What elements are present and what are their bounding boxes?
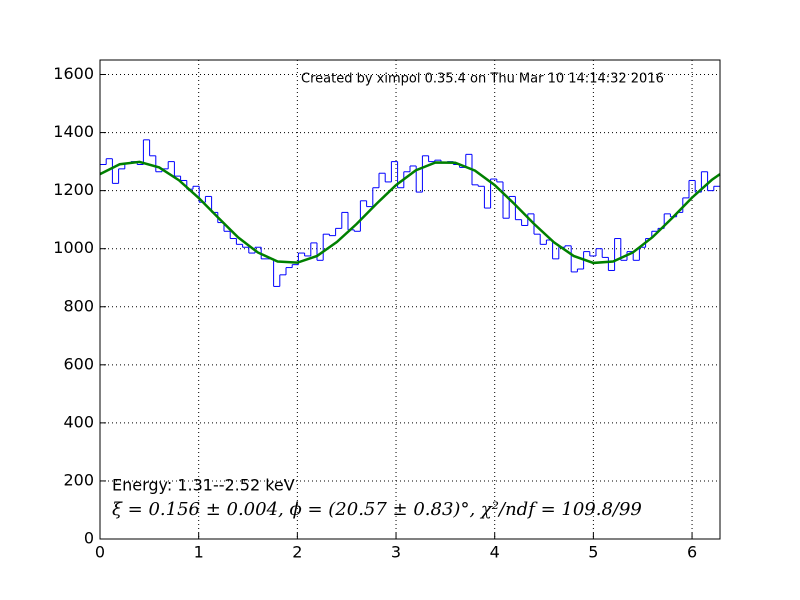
y-tick-label: 800: [63, 296, 94, 315]
energy-annotation: Energy: 1.31--2.52 keV: [112, 476, 295, 495]
fit-annotation: ξ = 0.156 ± 0.004, ϕ = (20.57 ± 0.83)°, …: [112, 499, 642, 520]
x-tick-label: 4: [490, 543, 500, 562]
x-tick-label: 3: [391, 543, 401, 562]
fit-line: [99, 160, 721, 265]
y-tick-label: 600: [63, 354, 94, 373]
y-tick-label: 1600: [53, 64, 94, 83]
y-tick-label: 0: [84, 529, 94, 548]
y-tick-label: 1200: [53, 180, 94, 199]
x-tick-label: 2: [292, 543, 302, 562]
x-tick-label: 0: [95, 543, 105, 562]
y-tick-label: 1400: [53, 122, 94, 141]
x-tick-label: 1: [194, 543, 204, 562]
credit-annotation: Created by ximpol 0.35.4 on Thu Mar 10 1…: [301, 72, 664, 87]
y-tick-label: 1000: [53, 238, 94, 257]
y-tick-label: 200: [63, 470, 94, 489]
x-tick-label: 6: [687, 543, 697, 562]
y-tick-label: 400: [63, 412, 94, 431]
plot-frame: [99, 59, 721, 540]
x-tick-label: 5: [588, 543, 598, 562]
